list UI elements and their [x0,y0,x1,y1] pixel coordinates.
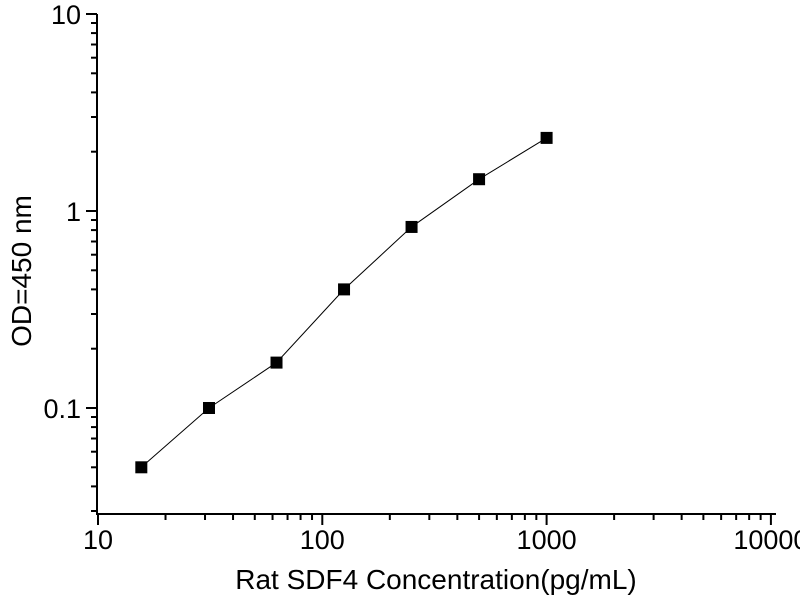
x-tick-label: 1000 [517,525,577,555]
x-axis-title: Rat SDF4 Concentration(pg/mL) [235,564,637,595]
y-tick-label: 10 [51,0,81,30]
y-tick-label: 0.1 [43,394,81,424]
x-tick-label: 100 [300,525,345,555]
data-point-marker [338,283,351,296]
x-tick-label: 10 [83,525,113,555]
series-line [140,137,547,468]
y-tick-label: 1 [66,197,81,227]
data-point-marker [540,131,553,144]
data-point-marker [473,173,486,186]
data-series [135,131,553,474]
data-point-marker [202,402,215,414]
data-point-marker [270,356,283,369]
data-point-marker [405,220,418,233]
y-axis-title: OD=450 nm [6,195,37,347]
data-point-marker [135,461,148,474]
